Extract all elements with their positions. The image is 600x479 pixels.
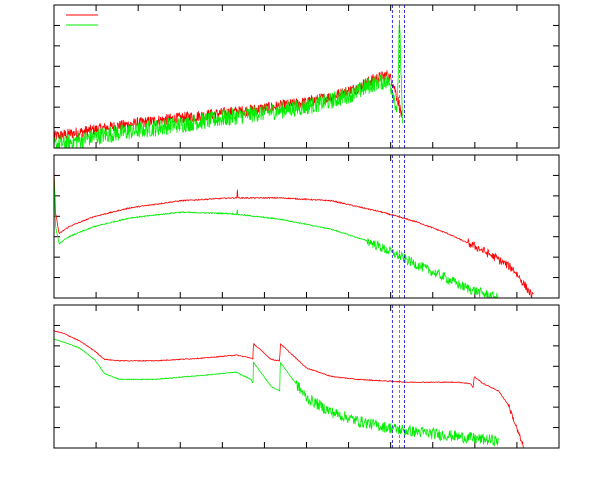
bottom-panel [53, 304, 560, 449]
middle-plot-frame [53, 154, 560, 299]
top-panel [53, 4, 560, 149]
middle-series-green [54, 172, 499, 298]
middle-panel [53, 154, 560, 299]
bottom-plot-frame [53, 304, 560, 449]
bottom-series-red [54, 330, 524, 448]
top-series-green [54, 20, 403, 148]
top-plot-frame [53, 4, 560, 149]
bottom-series-green [54, 338, 499, 447]
middle-series-red [54, 168, 534, 298]
